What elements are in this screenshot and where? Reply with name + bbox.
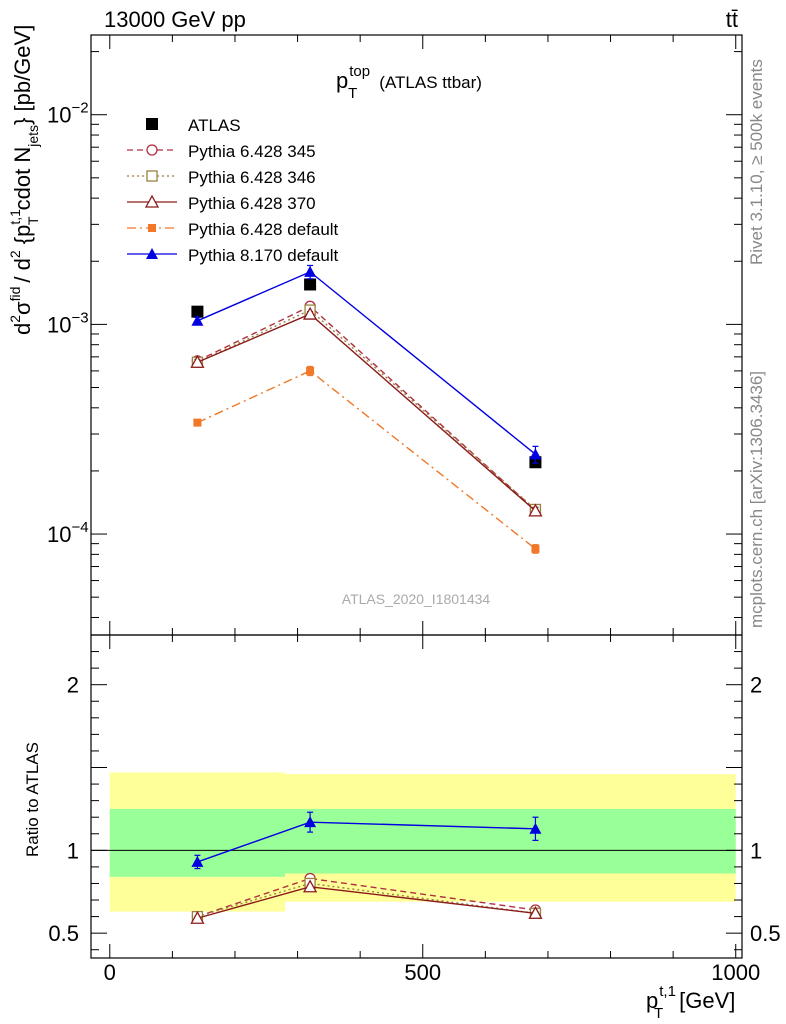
y-tick-label: 10−2 — [47, 100, 89, 128]
ratio-series-3 — [191, 811, 542, 870]
main-series-0 — [191, 278, 542, 469]
legend-marker — [146, 170, 158, 182]
legend-entry-1: Pythia 6.428 345 — [127, 142, 316, 161]
x-tick-label: 0 — [104, 960, 116, 985]
ratio-uncertainty-bands — [91, 772, 742, 912]
main-point — [191, 314, 204, 326]
ratio-point — [190, 910, 205, 924]
main-point — [531, 544, 540, 553]
ratio-axes: 0 500 1000 0.5 0.5 1 1 2 2 — [48, 634, 781, 985]
energy-label: 13000 GeV pp — [104, 7, 246, 32]
ratio-series-line — [197, 877, 536, 918]
main-series-line — [197, 309, 536, 510]
main-series-5 — [191, 264, 542, 464]
main-point — [529, 448, 542, 460]
y-tick-label: 10−3 — [47, 309, 89, 337]
ratio-point — [529, 822, 542, 834]
ratio-point — [528, 905, 543, 919]
ratio-y-tick-label-left: 2 — [67, 673, 79, 698]
inner-band-1 — [285, 808, 736, 874]
legend-marker — [148, 224, 156, 232]
legend-entry-2: Pythia 6.428 346 — [127, 168, 316, 187]
y-tick-label: 10−4 — [47, 519, 89, 547]
main-point — [528, 503, 543, 517]
ratio-frame — [90, 634, 743, 959]
main-series-layer — [190, 264, 543, 554]
legend-entry-0: ATLAS — [146, 116, 241, 135]
main-y-axis-label: d2σfid/ d2 {pt,1 T cdot Njets} [pb/GeV] — [7, 25, 41, 335]
ratio-point — [191, 855, 204, 867]
legend-label: Pythia 8.170 default — [188, 246, 339, 265]
x-tick-label: 1000 — [711, 960, 760, 985]
svg-text:d2σfid/ d2 {pt,1T cdot Njets}: d2σfid/ d2 {pt,1 T cdot Njets} [pb/GeV] — [7, 25, 41, 335]
ratio-y-tick-label-right: 1 — [750, 838, 762, 863]
legend-marker — [144, 194, 160, 208]
main-point — [304, 265, 317, 277]
legend-marker — [146, 248, 158, 259]
main-point — [190, 354, 205, 368]
rivet-version-label: Rivet 3.1.10, ≥ 500k events — [747, 59, 766, 265]
ratio-y-tick-label-right: 2 — [750, 673, 762, 698]
x-axis-label: pt,1 T[GeV] — [646, 983, 735, 1022]
main-point — [304, 278, 317, 291]
legend-marker — [146, 144, 158, 156]
analysis-label: ATLAS_2020_I1801434 — [342, 591, 491, 607]
main-point — [306, 366, 315, 375]
legend-marker — [146, 118, 158, 130]
ratio-point — [304, 816, 317, 828]
legend-entry-5: Pythia 8.170 default — [127, 246, 339, 265]
main-series-line — [197, 305, 536, 511]
ratio-point — [302, 879, 318, 893]
legend-label: Pythia 6.428 370 — [188, 194, 316, 213]
ratio-y-tick-label-left: 0.5 — [48, 921, 79, 946]
main-series-4 — [193, 365, 540, 554]
legend-entry-3: Pythia 6.428 370 — [127, 194, 316, 213]
ratio-series-2 — [190, 879, 543, 924]
main-title: ptop T(ATLAS ttbar) — [336, 63, 482, 102]
legend-entry-4: Pythia 6.428 default — [127, 220, 339, 239]
ratio-y-tick-label-left: 1 — [67, 838, 79, 863]
main-series-2 — [191, 304, 542, 516]
main-point — [191, 305, 204, 318]
main-point — [302, 306, 318, 320]
legend-label: Pythia 6.428 345 — [188, 142, 316, 161]
legend: ATLAS Pythia 6.428 345 Pythia 6.428 346 Pyt… — [127, 116, 339, 265]
ratio-series-layer — [190, 811, 543, 924]
x-tick-label: 500 — [404, 960, 441, 985]
process-label: tt̄ — [726, 7, 738, 32]
legend-label: ATLAS — [188, 116, 241, 135]
main-point — [193, 418, 202, 427]
ratio-y-tick-label-right: 0.5 — [750, 921, 781, 946]
mcplots-site-label: mcplots.cern.ch [arXiv:1306.3436] — [747, 371, 766, 628]
legend-label: Pythia 6.428 346 — [188, 168, 316, 187]
ratio-y-axis-label: Ratio to ATLAS — [23, 742, 42, 857]
legend-label: Pythia 6.428 default — [188, 220, 339, 239]
main-series-line — [197, 370, 536, 550]
main-series-3 — [190, 306, 543, 517]
main-series-1 — [191, 300, 542, 516]
